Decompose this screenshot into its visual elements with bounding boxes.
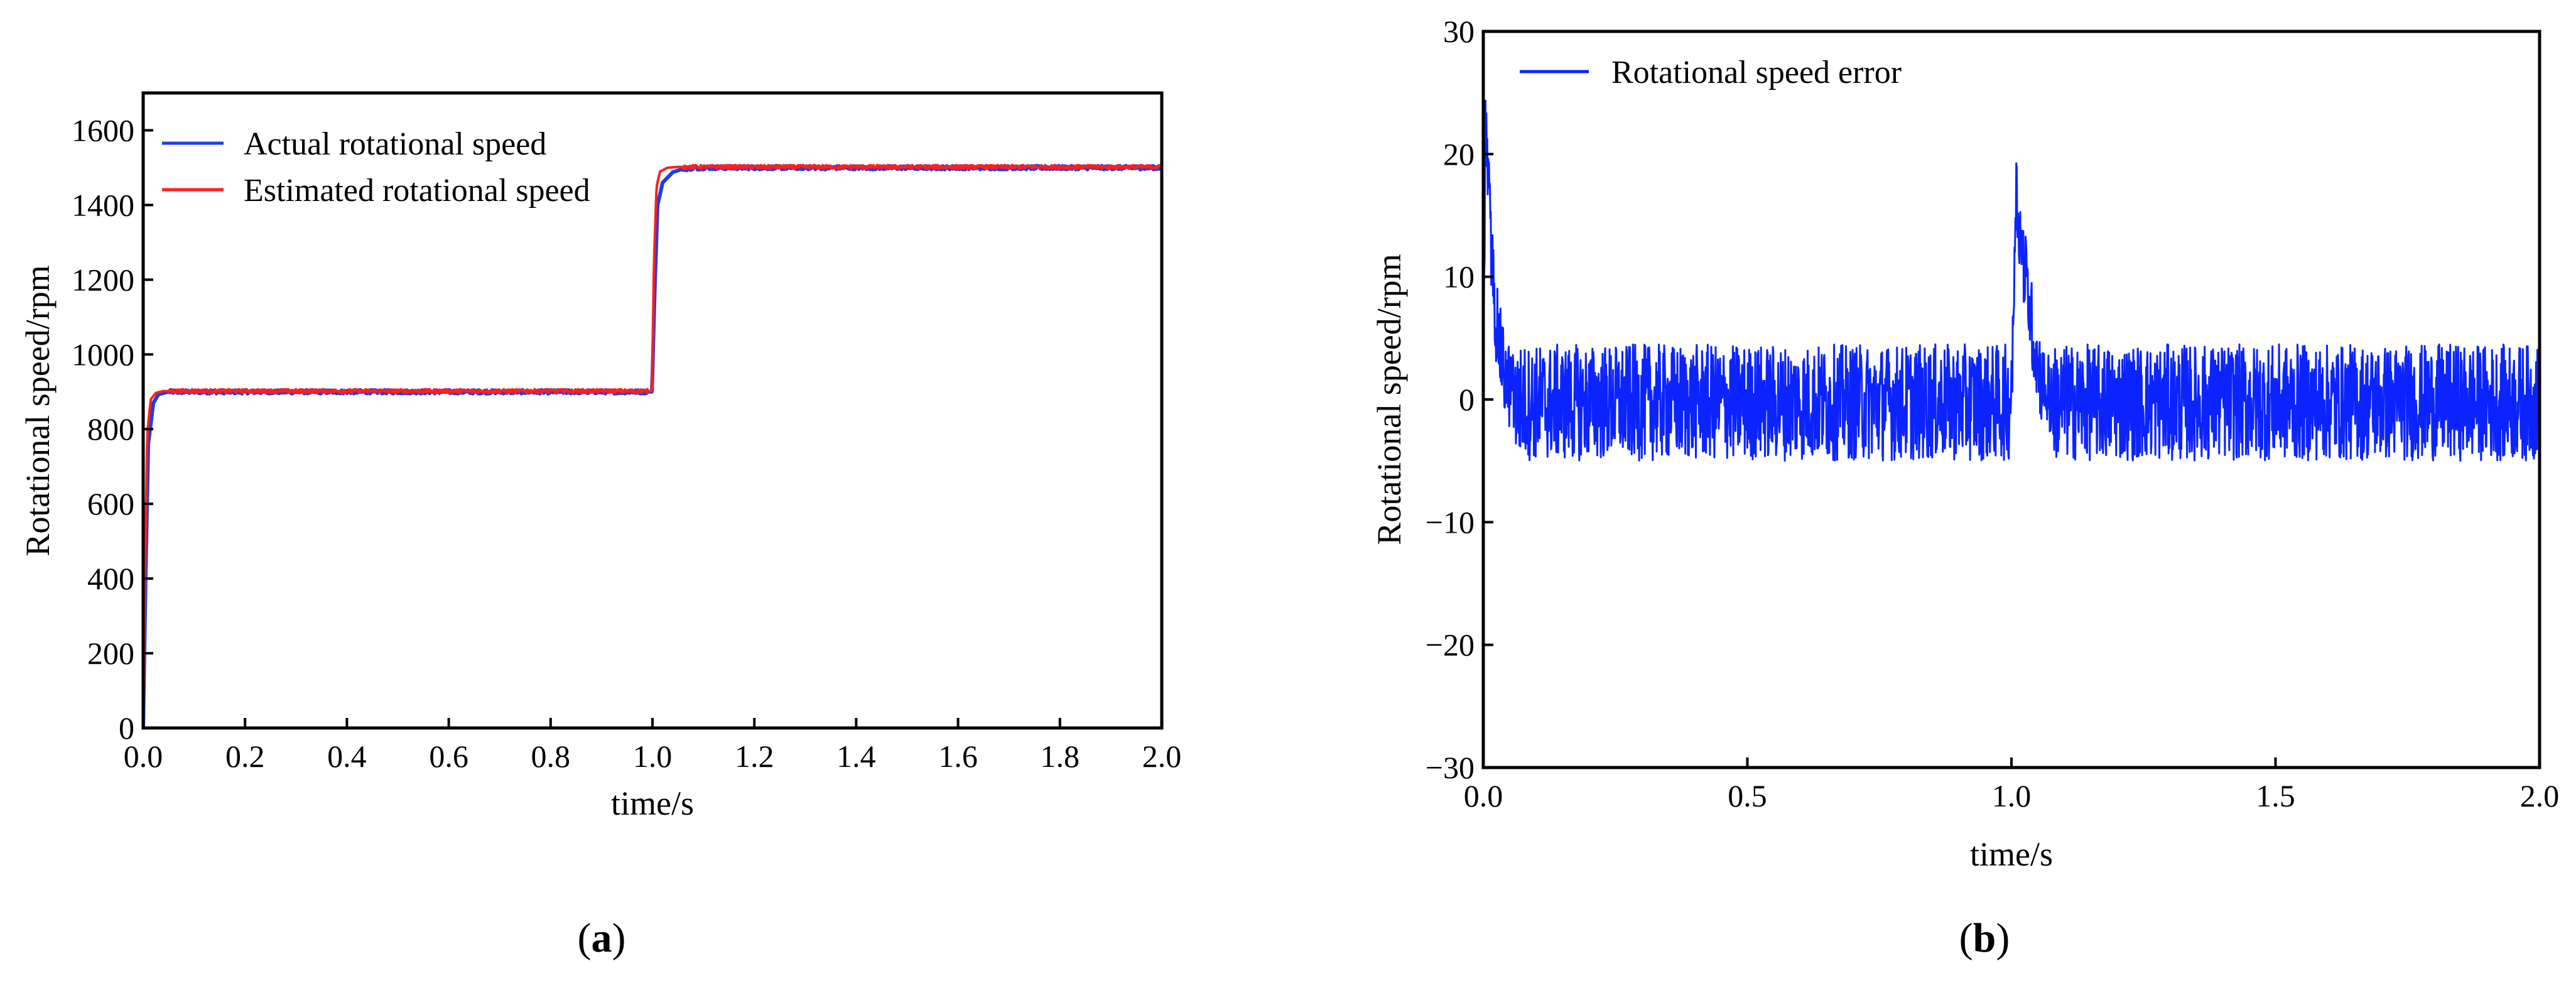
y-tick-label: 20	[1443, 136, 1475, 171]
y-tick-label: 400	[87, 561, 134, 596]
panel-b-y-axis-label: Rotational speed/rpm	[1370, 254, 1408, 545]
y-tick-label: 1200	[72, 262, 134, 297]
y-tick-label: 0	[1459, 382, 1475, 417]
x-tick-label: 2.0	[1142, 739, 1182, 774]
y-tick-label: 1600	[72, 112, 134, 148]
x-tick-label: 1.6	[938, 739, 978, 774]
x-tick-label: 1.0	[1992, 778, 2032, 813]
x-tick-label: 0.4	[327, 739, 367, 774]
panel-b-series-group	[1483, 99, 2540, 462]
y-tick-label: 800	[87, 411, 134, 447]
x-tick-label: 0.8	[531, 739, 571, 774]
x-tick-label: 1.4	[836, 739, 876, 774]
x-tick-label: 0.0	[124, 739, 163, 774]
x-tick-label: 0.0	[1464, 778, 1503, 813]
panel-a-y-axis-label: Rotational speed/rpm	[19, 265, 57, 556]
series-estimated-line	[143, 163, 1162, 728]
legend-label-error: Rotational speed error	[1611, 55, 1902, 90]
legend-label-estimated: Estimated rotational speed	[244, 173, 590, 209]
panel-b-caption-letter: b	[1973, 915, 1996, 961]
panel-b-caption: (b)	[1959, 915, 2010, 961]
x-tick-label: 0.6	[429, 739, 468, 774]
panel-a-ticks: 0.0 0.2 0.4 0.6 0.8 1.0 1.2 1.4 1.6 1.8 2.0 0 200 400…	[72, 112, 1181, 774]
y-tick-label: 0	[119, 710, 134, 746]
panel-b-ticks: 0.0 0.5 1.0 1.5 2.0 −30 −20 −10 0 10 20 30	[1426, 14, 2559, 813]
y-tick-label: −20	[1426, 627, 1475, 663]
y-tick-label: −30	[1426, 750, 1475, 785]
x-tick-label: 1.5	[2256, 778, 2295, 813]
panel-b-x-axis-label: time/s	[1970, 835, 2053, 873]
panel-a-chart: 0.0 0.2 0.4 0.6 0.8 1.0 1.2 1.4 1.6 1.8 2.0 0 200 400…	[19, 91, 1181, 961]
y-tick-label: −10	[1426, 504, 1475, 540]
x-tick-label: 0.2	[225, 739, 265, 774]
panel-b-legend: Rotational speed error	[1520, 55, 1902, 90]
x-tick-label: 0.5	[1728, 778, 1767, 813]
x-tick-label: 1.8	[1041, 739, 1080, 774]
panel-a-series-group	[143, 163, 1162, 728]
y-tick-label: 1000	[72, 337, 134, 372]
x-tick-label: 2.0	[2520, 778, 2560, 813]
panel-a-caption-letter: a	[592, 915, 612, 961]
y-tick-label: 30	[1443, 14, 1475, 49]
panel-b-chart: 0.0 0.5 1.0 1.5 2.0 −30 −20 −10 0 10 20 30 time/s R…	[1370, 14, 2559, 961]
panel-a-legend: Actual rotational speed Estimated rotati…	[162, 126, 590, 209]
y-tick-label: 600	[87, 486, 134, 521]
series-actual-line	[143, 164, 1162, 728]
panel-a-caption: (a)	[578, 915, 626, 961]
x-tick-label: 1.2	[735, 739, 774, 774]
panel-a-x-axis-label: time/s	[611, 784, 694, 822]
y-tick-label: 1400	[72, 187, 134, 222]
y-tick-label: 200	[87, 636, 134, 671]
series-error-line	[1483, 99, 2540, 462]
legend-label-actual: Actual rotational speed	[244, 126, 546, 162]
y-tick-label: 10	[1443, 259, 1475, 295]
x-tick-label: 1.0	[633, 739, 673, 774]
